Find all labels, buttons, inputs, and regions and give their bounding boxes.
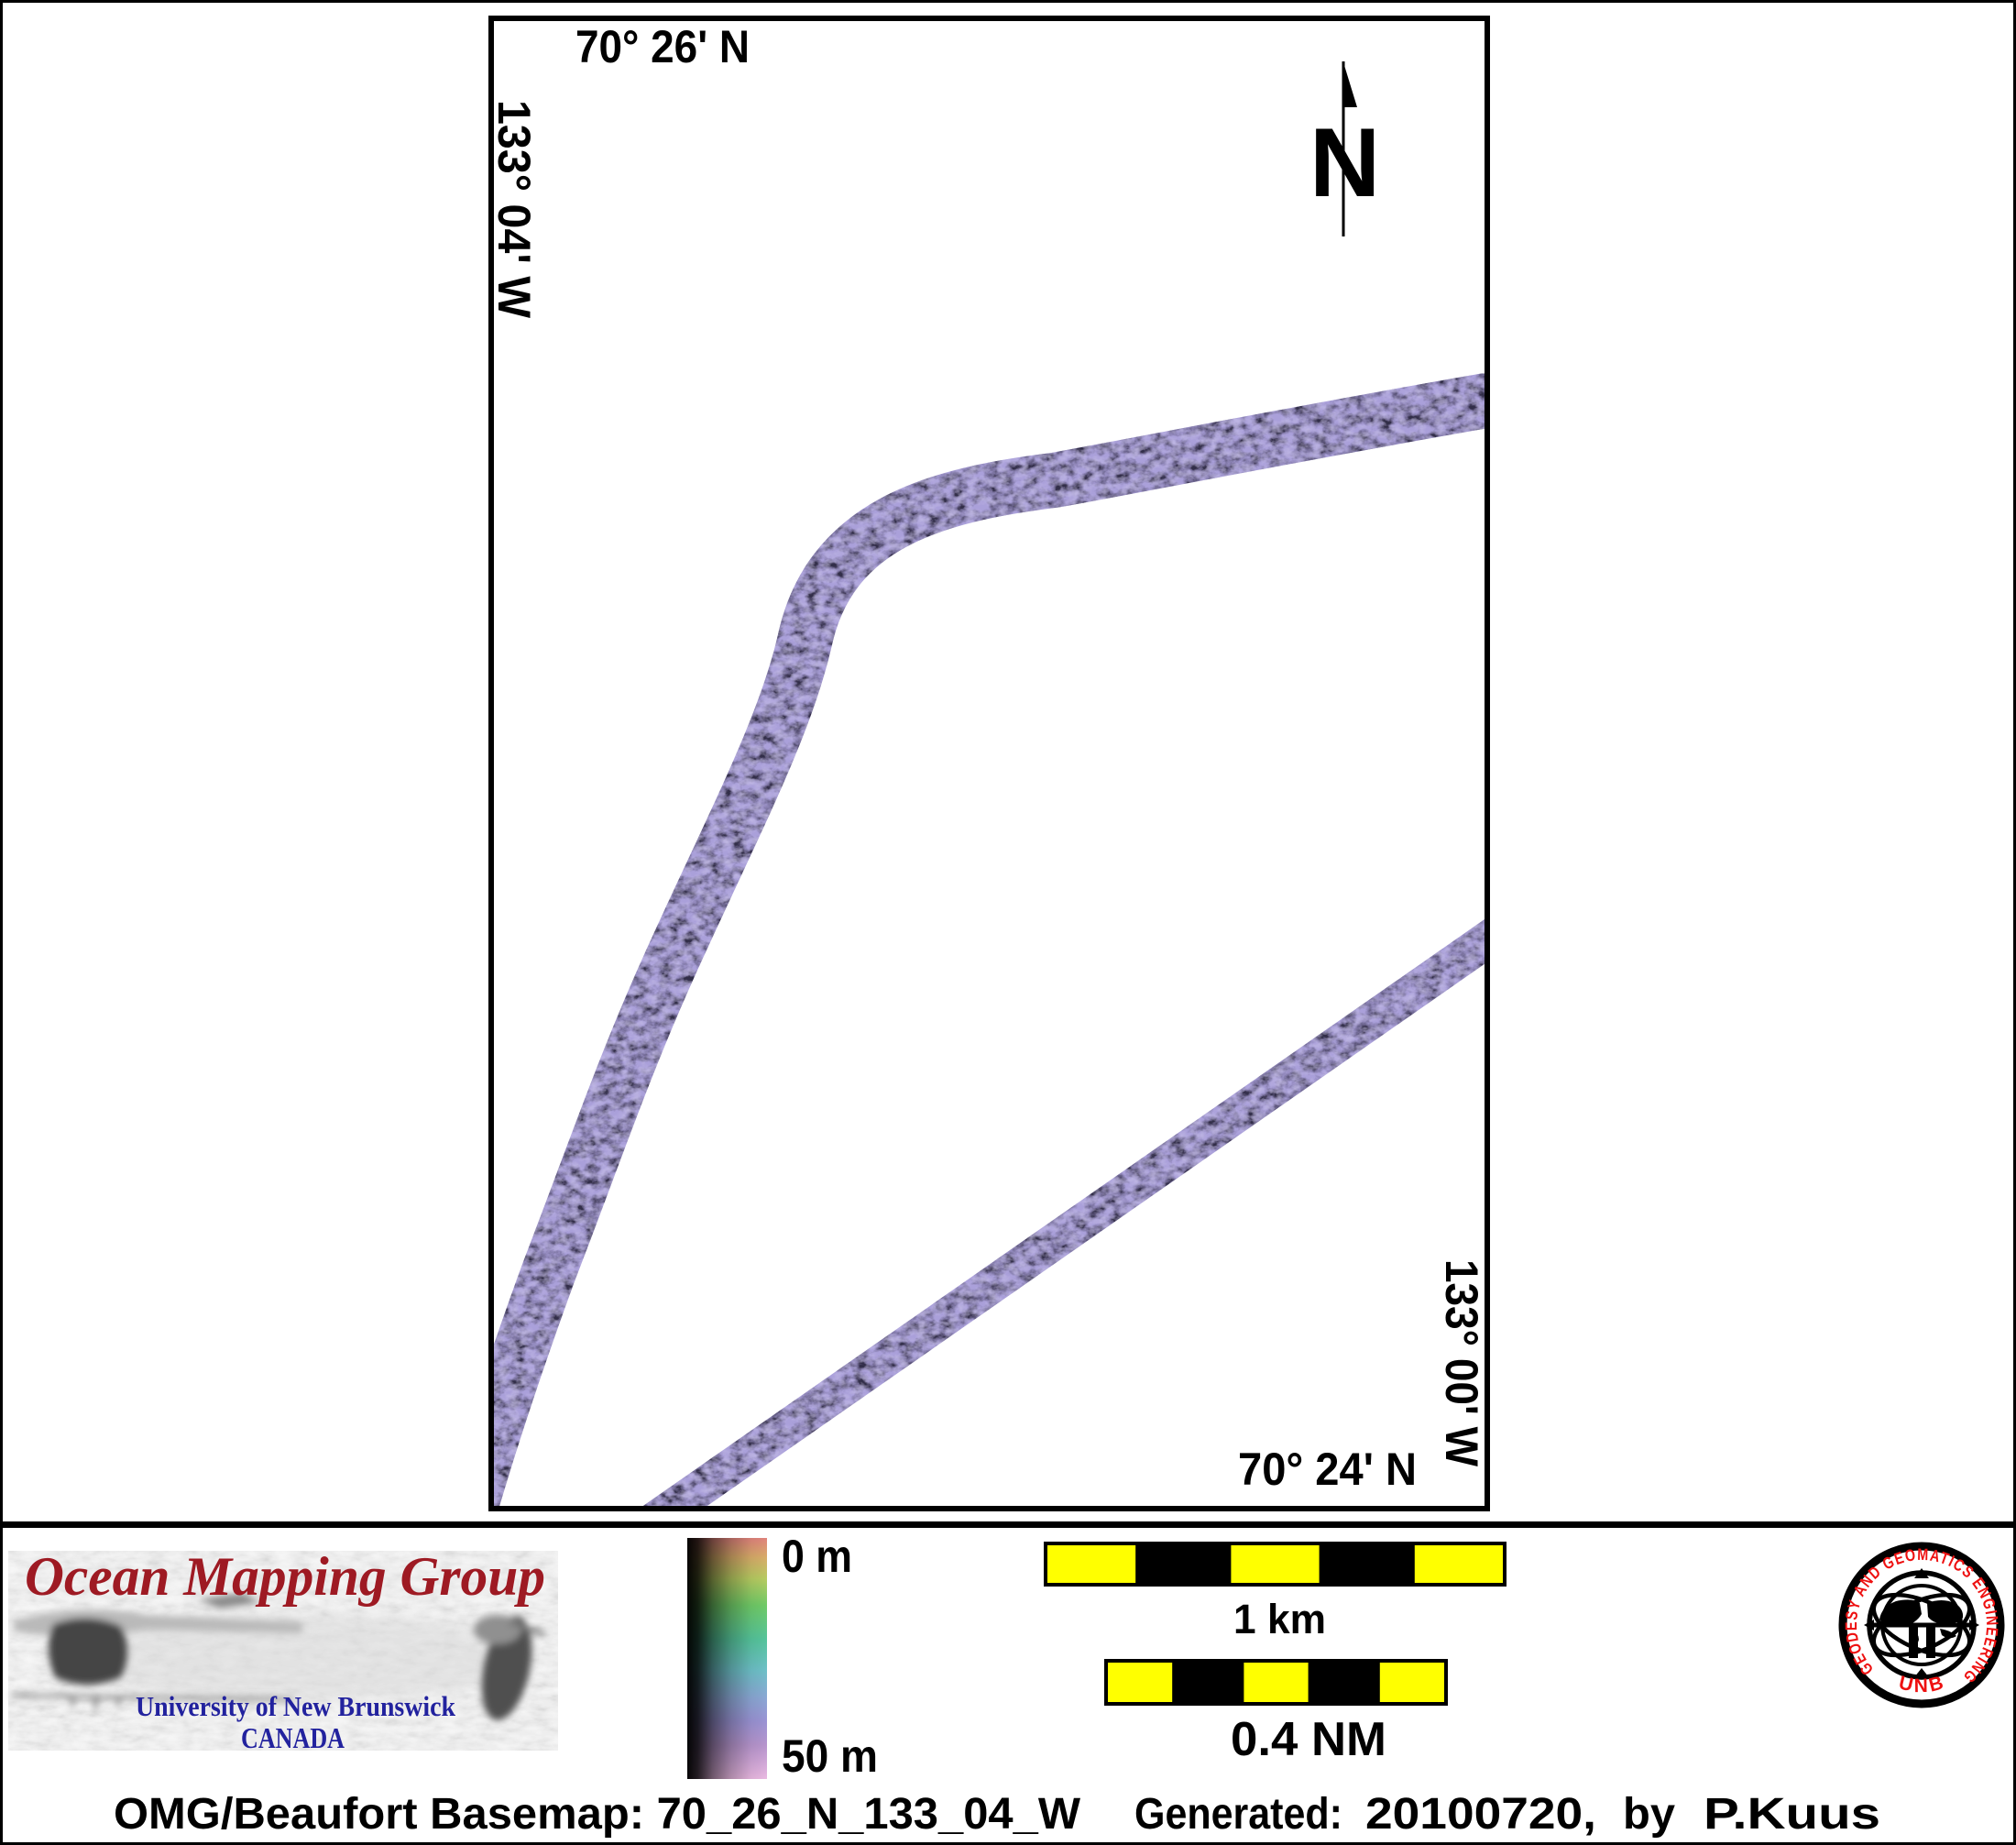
svg-text:0.4 NM: 0.4 NM	[1231, 1713, 1386, 1766]
svg-text:Ocean Mapping Group: Ocean Mapping Group	[25, 1546, 545, 1607]
svg-text:20100720,: 20100720,	[1365, 1790, 1596, 1839]
svg-text:50 m: 50 m	[782, 1730, 878, 1782]
svg-text:Generated:: Generated:	[1134, 1790, 1342, 1839]
svg-text:70° 24' N: 70° 24' N	[1238, 1444, 1417, 1495]
svg-text:CANADA: CANADA	[241, 1721, 345, 1754]
svg-text:P.Kuus: P.Kuus	[1704, 1790, 1880, 1839]
svg-text:by: by	[1623, 1790, 1675, 1839]
svg-text:0 m: 0 m	[782, 1531, 852, 1582]
svg-text:OMG/Beaufort Basemap: 70_26_N_: OMG/Beaufort Basemap: 70_26_N_133_04_W	[114, 1790, 1081, 1839]
svg-text:133° 00' W: 133° 00' W	[1436, 1259, 1487, 1467]
svg-text:University of New Brunswick: University of New Brunswick	[136, 1690, 456, 1722]
svg-text:UNB: UNB	[1897, 1672, 1948, 1697]
svg-text:1 km: 1 km	[1233, 1596, 1326, 1642]
svg-text:N: N	[1309, 107, 1380, 217]
svg-text:70° 26' N: 70° 26' N	[575, 21, 750, 72]
svg-text:133° 04' W: 133° 04' W	[488, 100, 540, 319]
